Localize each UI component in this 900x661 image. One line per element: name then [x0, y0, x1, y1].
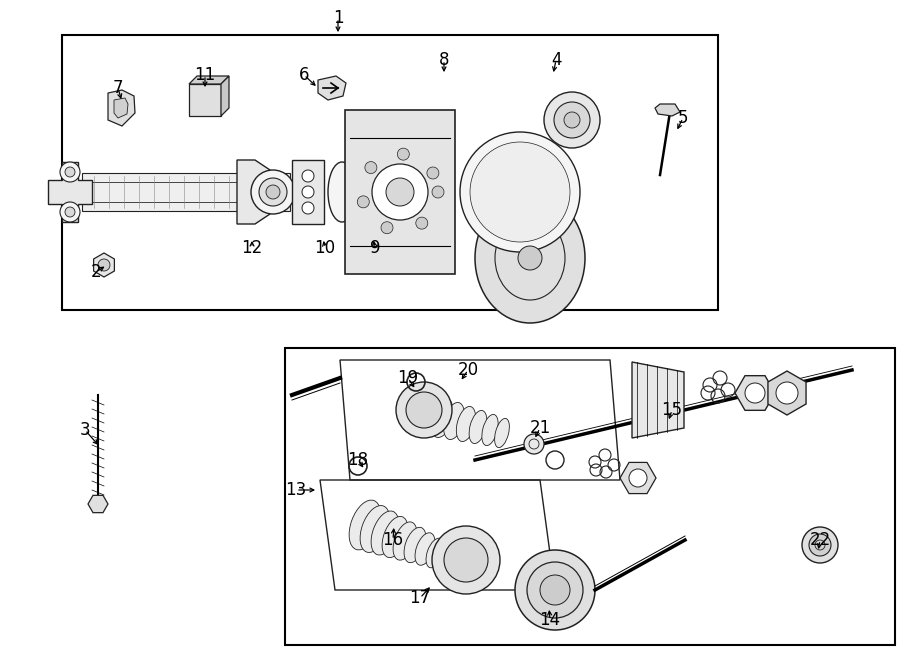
Text: 13: 13 — [285, 481, 307, 499]
Ellipse shape — [382, 516, 408, 558]
Polygon shape — [292, 160, 324, 224]
Polygon shape — [48, 162, 92, 222]
Circle shape — [416, 217, 428, 229]
Circle shape — [357, 196, 369, 208]
Ellipse shape — [404, 527, 426, 563]
Circle shape — [302, 170, 314, 182]
Circle shape — [364, 161, 377, 174]
Circle shape — [98, 259, 110, 271]
Circle shape — [745, 383, 765, 403]
Text: 5: 5 — [678, 109, 688, 127]
Polygon shape — [655, 104, 680, 116]
Circle shape — [540, 575, 570, 605]
Text: 18: 18 — [347, 451, 369, 469]
Polygon shape — [82, 173, 290, 211]
Ellipse shape — [495, 418, 509, 447]
Circle shape — [432, 186, 444, 198]
Circle shape — [65, 167, 75, 177]
Ellipse shape — [393, 522, 417, 560]
Circle shape — [460, 132, 580, 252]
Polygon shape — [221, 76, 229, 116]
Circle shape — [432, 526, 500, 594]
Circle shape — [802, 527, 838, 563]
Polygon shape — [88, 495, 108, 513]
Text: 11: 11 — [194, 66, 216, 84]
Circle shape — [470, 142, 570, 242]
Circle shape — [397, 148, 410, 160]
Circle shape — [444, 538, 488, 582]
Ellipse shape — [482, 414, 498, 446]
Text: 1: 1 — [333, 9, 343, 27]
Circle shape — [776, 382, 798, 404]
Circle shape — [809, 534, 831, 556]
Text: 2: 2 — [91, 263, 102, 281]
Bar — [285, 348, 895, 645]
Text: 7: 7 — [112, 79, 123, 97]
Circle shape — [60, 202, 80, 222]
Circle shape — [515, 550, 595, 630]
Polygon shape — [189, 76, 229, 84]
Polygon shape — [632, 362, 684, 438]
Polygon shape — [318, 76, 346, 100]
Ellipse shape — [349, 500, 381, 550]
Circle shape — [266, 185, 280, 199]
Polygon shape — [345, 110, 455, 274]
Circle shape — [554, 102, 590, 138]
Text: 22: 22 — [809, 531, 831, 549]
Ellipse shape — [469, 410, 487, 444]
Text: 3: 3 — [80, 421, 90, 439]
Circle shape — [386, 178, 414, 206]
Ellipse shape — [328, 162, 356, 222]
Bar — [62, 35, 718, 310]
Circle shape — [406, 392, 442, 428]
Polygon shape — [108, 90, 135, 126]
Text: 20: 20 — [457, 361, 479, 379]
Text: 4: 4 — [551, 51, 562, 69]
Ellipse shape — [456, 407, 476, 442]
Text: 21: 21 — [529, 419, 551, 437]
Circle shape — [60, 162, 80, 182]
Text: 19: 19 — [398, 369, 418, 387]
Polygon shape — [768, 371, 806, 415]
Text: 9: 9 — [370, 239, 380, 257]
Circle shape — [629, 469, 647, 487]
Circle shape — [564, 112, 580, 128]
Text: 10: 10 — [314, 239, 336, 257]
Circle shape — [518, 246, 542, 270]
Ellipse shape — [415, 533, 435, 565]
Circle shape — [372, 164, 428, 220]
Text: 17: 17 — [410, 589, 430, 607]
Text: 6: 6 — [299, 66, 310, 84]
Polygon shape — [237, 160, 270, 224]
Text: 12: 12 — [241, 239, 263, 257]
Polygon shape — [735, 375, 775, 410]
Circle shape — [544, 92, 600, 148]
Text: 15: 15 — [662, 401, 682, 419]
Polygon shape — [620, 463, 656, 494]
Polygon shape — [114, 98, 128, 118]
Circle shape — [381, 221, 393, 234]
Circle shape — [259, 178, 287, 206]
Ellipse shape — [431, 399, 454, 438]
Circle shape — [302, 202, 314, 214]
Ellipse shape — [418, 395, 442, 436]
Ellipse shape — [475, 193, 585, 323]
Polygon shape — [189, 84, 221, 116]
Ellipse shape — [444, 403, 464, 440]
Polygon shape — [94, 253, 114, 277]
Circle shape — [251, 170, 295, 214]
Circle shape — [396, 382, 452, 438]
Ellipse shape — [360, 506, 390, 553]
Ellipse shape — [371, 511, 399, 555]
Circle shape — [427, 167, 439, 179]
Circle shape — [302, 186, 314, 198]
Text: 16: 16 — [382, 531, 403, 549]
Text: 8: 8 — [439, 51, 449, 69]
Circle shape — [527, 562, 583, 618]
Circle shape — [65, 207, 75, 217]
Ellipse shape — [426, 538, 444, 568]
Circle shape — [524, 434, 544, 454]
Text: 14: 14 — [539, 611, 561, 629]
